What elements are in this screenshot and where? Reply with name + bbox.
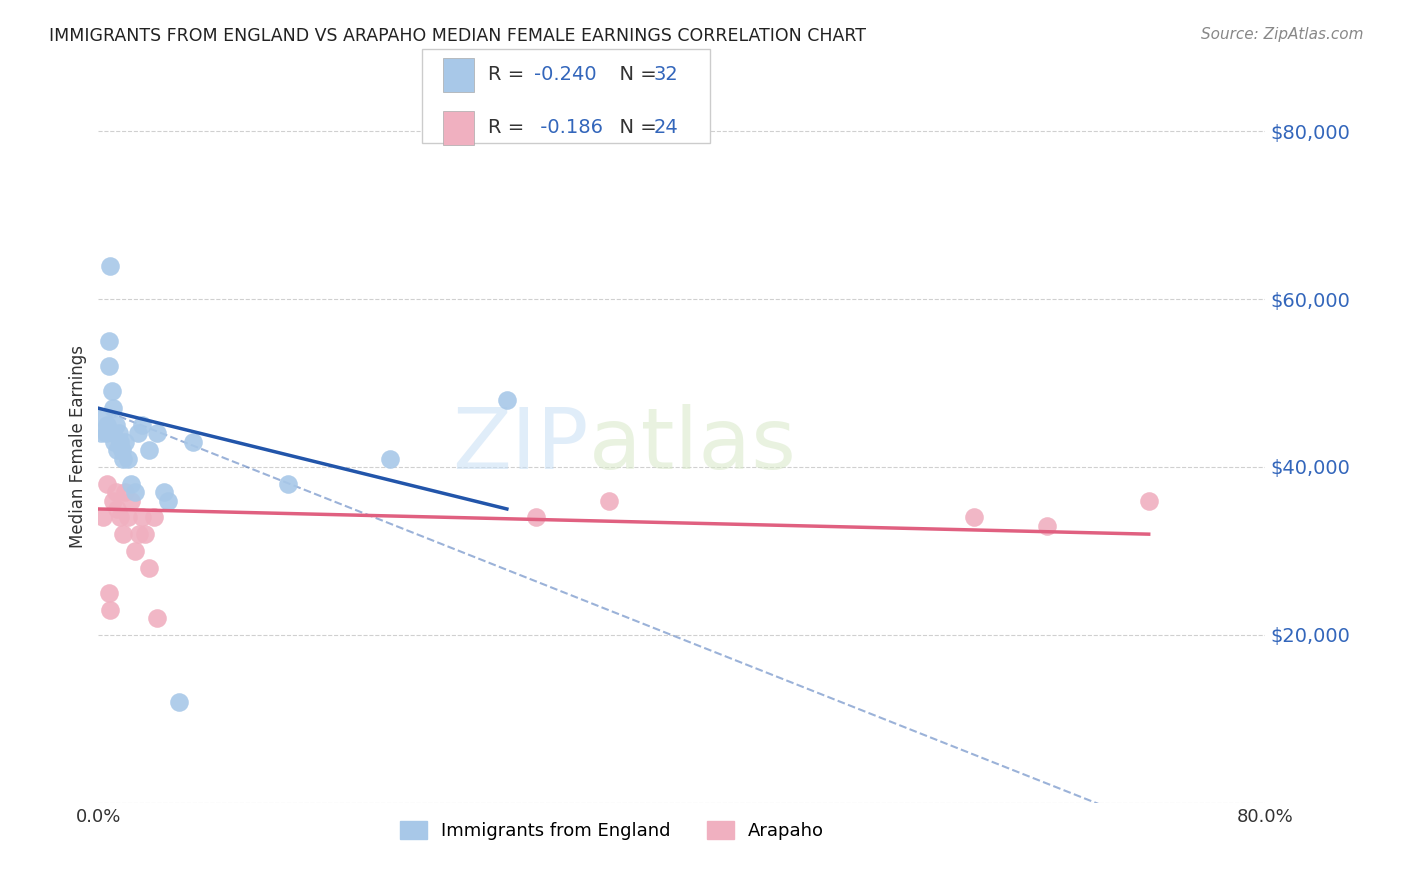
Point [97,334,120,348]
Text: atlas: atlas [589,404,797,488]
Point [138,560,160,574]
Point [97,586,120,600]
Text: Source: ZipAtlas.com: Source: ZipAtlas.com [1201,27,1364,42]
Legend: Immigrants from England, Arapaho: Immigrants from England, Arapaho [392,814,831,847]
Y-axis label: Median Female Earnings: Median Female Earnings [69,344,87,548]
Point [91,409,114,424]
Point [117,510,139,524]
Point [90,426,112,441]
Point [380,451,402,466]
Point [96,417,118,432]
Point [124,485,146,500]
Point [100,384,122,399]
Text: -0.240: -0.240 [534,65,598,85]
Point [131,417,153,432]
Text: 32: 32 [654,65,679,85]
Text: IMMIGRANTS FROM ENGLAND VS ARAPAHO MEDIAN FEMALE EARNINGS CORRELATION CHART: IMMIGRANTS FROM ENGLAND VS ARAPAHO MEDIA… [49,27,866,45]
Point [120,493,142,508]
Point [110,510,132,524]
Point [114,485,136,500]
Text: 24: 24 [654,118,679,137]
Point [112,451,135,466]
Point [1137,493,1160,508]
Point [117,451,139,466]
Point [96,476,118,491]
Text: -0.186: -0.186 [534,118,603,137]
Point [110,434,132,449]
Point [146,426,169,441]
Text: R =: R = [488,118,530,137]
Point [277,476,299,491]
Point [134,527,156,541]
Point [108,426,131,441]
Point [104,417,127,432]
Point [103,434,125,449]
Point [114,434,136,449]
Point [153,485,176,500]
Point [105,443,128,458]
Point [167,695,190,709]
Point [98,259,121,273]
Point [124,544,146,558]
Point [962,510,984,524]
Point [94,426,117,441]
Point [105,502,128,516]
Point [97,359,120,374]
Point [598,493,620,508]
Text: R =: R = [488,65,530,85]
Point [1035,518,1057,533]
Point [181,434,204,449]
Point [111,443,134,458]
Point [104,485,127,500]
Point [138,443,160,458]
Point [98,603,121,617]
Point [101,401,124,416]
Text: N =: N = [607,65,664,85]
Point [128,527,150,541]
Point [112,527,135,541]
Point [157,493,180,508]
Point [146,611,169,625]
Point [524,510,547,524]
Text: ZIP: ZIP [453,404,589,488]
Point [131,510,153,524]
Point [496,392,519,407]
Point [142,510,165,524]
Point [101,493,124,508]
Point [120,476,142,491]
Point [127,426,149,441]
Text: N =: N = [607,118,664,137]
Point [91,510,114,524]
Point [101,426,124,441]
